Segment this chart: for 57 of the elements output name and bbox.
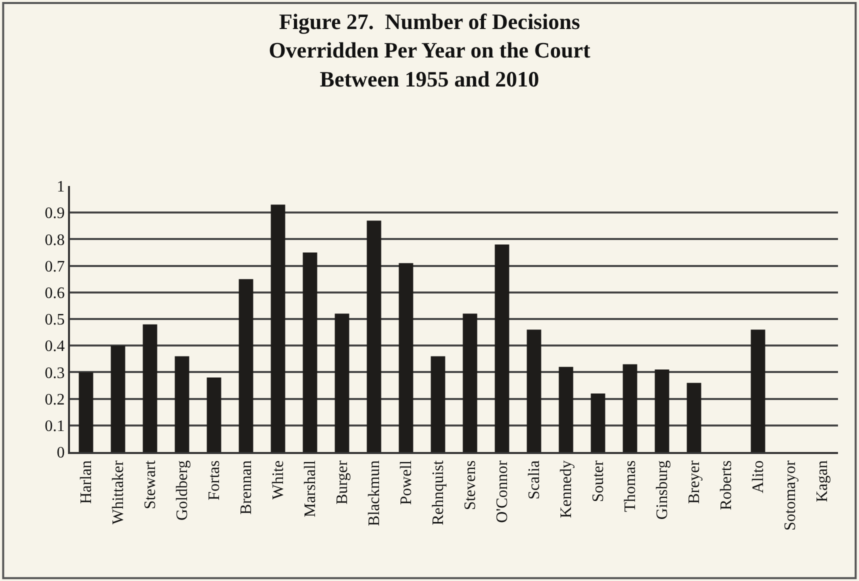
y-tick-label: 0 [56,444,65,462]
bar [302,252,318,452]
x-tick-label: Rehnquist [430,460,448,526]
x-tick-label: Harlan [78,460,96,504]
x-tick-label: Whittaker [110,460,128,524]
bar [110,346,126,452]
x-tick-label: Roberts [718,460,736,510]
x-tick-label: Marshall [302,460,320,518]
x-tick-label: Stewart [142,460,160,510]
bar [174,356,190,452]
x-tick-label: Ginsburg [654,460,672,520]
y-tick-label: 0.3 [44,364,65,382]
x-tick-label: Kagan [814,460,832,502]
bar [494,244,510,452]
chart-title: Figure 27. Number of Decisions Overridden Per Year on the Court Between 1955 and 2010 [268,9,591,92]
x-tick-label: Kennedy [558,460,576,518]
x-tick-label: Alito [750,460,768,494]
x-tick-label: Blackmun [366,460,384,526]
x-tick-label: Burger [334,460,352,505]
x-tick-label: O'Connor [494,460,512,523]
y-tick-label: 0.1 [44,418,65,435]
x-tick-label: Stevens [462,460,480,510]
x-tick-label: White [270,460,288,500]
bar [206,378,222,452]
y-tick-label: 0.9 [44,205,65,222]
bar [366,220,382,452]
bar [78,372,94,452]
bar [686,382,702,452]
x-tick-label: Powell [398,460,416,505]
bar [622,364,638,452]
bar [750,330,766,452]
x-tick-label: Souter [590,460,608,502]
bar [462,314,478,452]
bar [654,370,670,452]
bar [558,366,574,452]
x-tick-label: Sotomayor [782,460,800,531]
bar [238,279,254,452]
bar [430,356,446,452]
bar [142,324,158,452]
y-tick-label: 0.5 [44,312,65,329]
y-tick-label: 0.2 [44,391,65,408]
y-tick-label: 0.6 [44,285,65,302]
y-tick-label: 0.4 [44,338,65,356]
x-tick-label: Goldberg [174,460,192,521]
x-tick-label: Fortas [206,460,224,500]
y-tick-label: 1 [56,178,65,196]
x-tick-label: Thomas [622,460,640,512]
x-tick-label: Breyer [686,460,704,504]
x-tick-label: Scalia [526,460,544,500]
bar [270,204,286,452]
y-tick-label: 0.8 [44,232,65,249]
x-tick-label: Brennan [238,460,256,515]
bar [334,314,350,452]
bar [590,393,606,452]
y-tick-label: 0.7 [44,258,65,276]
bar [398,263,414,452]
bar [526,330,542,452]
